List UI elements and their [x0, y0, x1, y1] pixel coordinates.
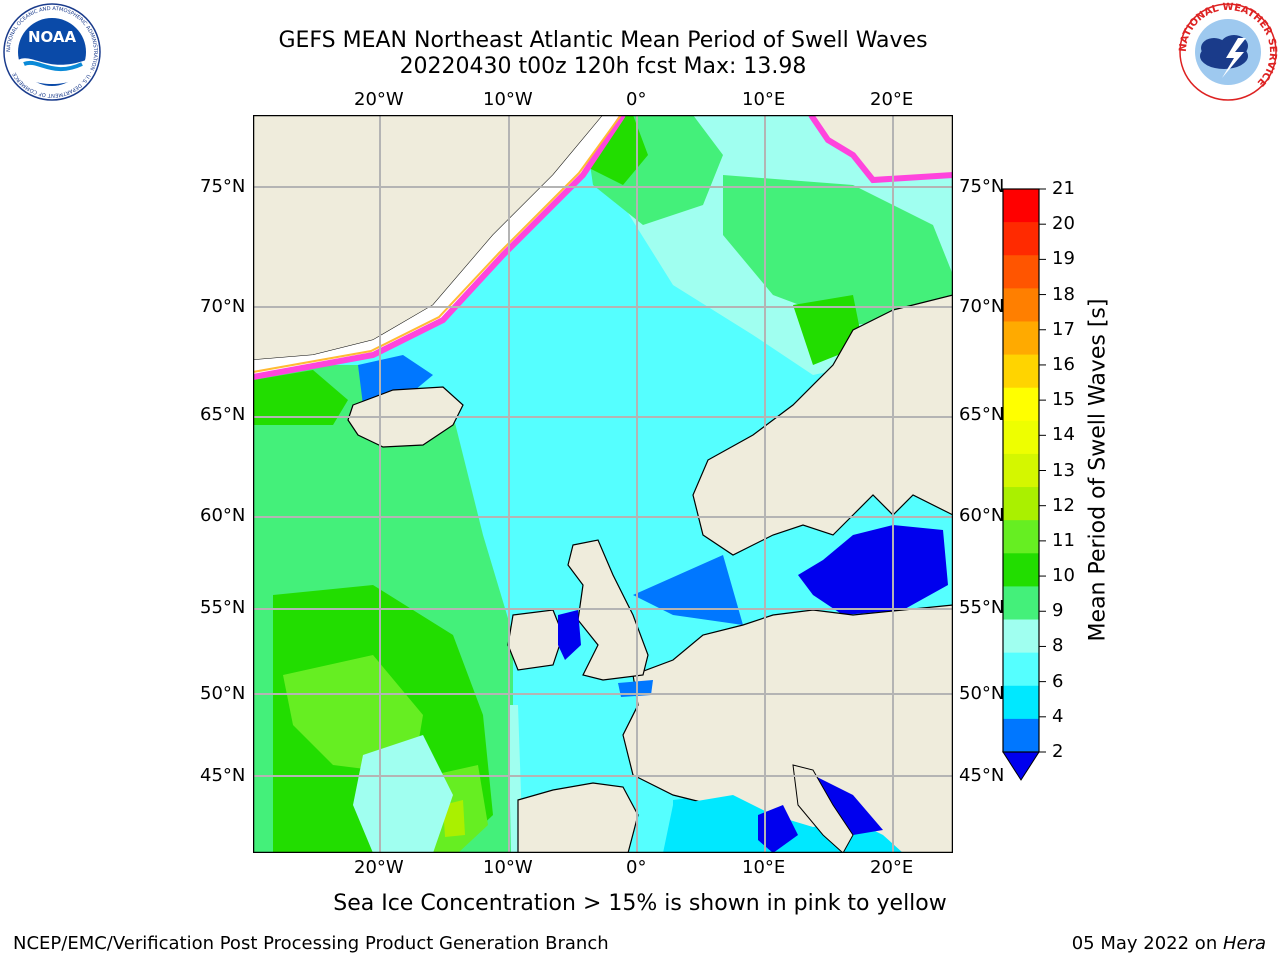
lon-label-top: 10°E [742, 89, 786, 110]
colorbar-tick-label: 19 [1052, 248, 1075, 270]
colorbar-tick-label: 21 [1052, 178, 1075, 199]
chart-title: GEFS MEAN Northeast Atlantic Mean Period… [278, 28, 928, 53]
colorbar-cell [1003, 520, 1039, 554]
colorbar-tick-label: 15 [1052, 389, 1075, 411]
irish-sea [558, 610, 581, 660]
colorbar-tick-label: 4 [1052, 705, 1064, 727]
english-channel [618, 680, 653, 697]
map-panel [253, 115, 953, 853]
lon-label-bottom: 0° [626, 857, 647, 878]
colorbar-tick-label: 18 [1052, 283, 1075, 305]
lon-label-bottom: 10°W [483, 857, 533, 878]
sea-ice-note: Sea Ice Concentration > 15% is shown in … [333, 891, 947, 916]
colorbar-tick-label: 12 [1052, 494, 1075, 516]
colorbar-tick-label: 9 [1052, 600, 1064, 622]
lon-label-top: 20°W [354, 89, 404, 110]
colorbar-cell [1003, 487, 1039, 521]
lon-label-bottom: 20°E [870, 857, 914, 878]
colorbar-cell [1003, 619, 1039, 654]
graticule [253, 115, 953, 853]
lon-label-top: 10°W [483, 89, 533, 110]
colorbar [1002, 188, 1046, 781]
footer-date: 05 May 2022 on Hera [1072, 933, 1266, 954]
colorbar-tick-label: 10 [1052, 565, 1075, 587]
footer-credit: NCEP/EMC/Verification Post Processing Pr… [13, 933, 609, 954]
colorbar-tick-label: 17 [1052, 318, 1075, 340]
colorbar-label: Mean Period of Swell Waves [s] [1085, 298, 1111, 642]
swell-9-10-region [723, 175, 953, 325]
scandinavia-land [692, 294, 953, 556]
sea-ice-edge [808, 115, 953, 184]
nws-logo: NATIONAL WEATHER SERVICE [1178, 2, 1278, 101]
colorbar-tick-label: 20 [1052, 213, 1075, 235]
colorbar-tick-label: 8 [1052, 635, 1064, 657]
colorbar-tick-label: 11 [1052, 529, 1075, 551]
lat-label-right: 65°N [959, 404, 1005, 425]
colorbar-tick-label: 2 [1052, 741, 1064, 762]
colorbar-cell [1003, 288, 1039, 322]
swell-11-12-region [283, 655, 423, 775]
lat-label-left: 75°N [200, 176, 246, 197]
chart-subtitle: 20220430 t00z 120h fcst Max: 13.98 [399, 54, 807, 79]
lat-label-left: 55°N [200, 597, 246, 618]
lat-label-left: 50°N [200, 683, 246, 704]
swell-2-4-region [358, 355, 433, 405]
lat-label-left: 45°N [200, 765, 246, 786]
lat-label-left: 60°N [200, 505, 246, 526]
footer-host: Hera [1222, 933, 1266, 954]
lat-label-right: 50°N [959, 683, 1005, 704]
lon-label-bottom: 20°W [354, 857, 404, 878]
colorbar-extend-arrow [1002, 751, 1040, 781]
europe-land [622, 604, 953, 853]
swell-9-10-region [253, 445, 443, 545]
lon-label-top: 20°E [870, 89, 914, 110]
lat-label-right: 75°N [959, 176, 1005, 197]
lat-label-left: 65°N [200, 404, 246, 425]
swell-10-11-region [253, 370, 348, 425]
colorbar-cell [1003, 255, 1039, 289]
swell-2-4-region [633, 555, 743, 625]
colorbar-cell [1003, 420, 1039, 455]
noaa-logo: NOAA NATIONAL OCEANIC AND ATMOSPHERIC AD… [3, 3, 101, 101]
colorbar-cell [1003, 354, 1039, 389]
sea-ice-mask [253, 115, 623, 377]
colorbar-cell [1003, 685, 1039, 720]
lat-label-right: 55°N [959, 597, 1005, 618]
lat-label-left: 70°N [200, 296, 246, 317]
lat-label-right: 45°N [959, 765, 1005, 786]
lat-label-right: 70°N [959, 296, 1005, 317]
colorbar-tick-label: 16 [1052, 353, 1075, 375]
colorbar-tick-label: 14 [1052, 424, 1075, 446]
sea-ice-edge [253, 115, 622, 373]
lat-label-right: 60°N [959, 505, 1005, 526]
colorbar-cell [1003, 222, 1039, 256]
colorbar-cell [1003, 652, 1039, 687]
ireland-land [507, 609, 564, 671]
colorbar-tick-label: 13 [1052, 459, 1075, 481]
colorbar-cell [1003, 453, 1039, 488]
colorbar-cell [1003, 586, 1039, 621]
swell-12-13-region [443, 800, 465, 837]
colorbar-cell [1003, 189, 1039, 223]
colorbar-cell [1003, 718, 1039, 753]
svg-text:NOAA: NOAA [28, 28, 77, 46]
tyrrhenian-sea [758, 805, 798, 853]
colorbar-cell [1003, 387, 1039, 422]
lon-label-top: 0° [626, 89, 647, 110]
colorbar-tick-label: 6 [1052, 670, 1064, 692]
map-frame [253, 115, 953, 853]
lon-label-bottom: 10°E [742, 857, 786, 878]
footer-date-text: 05 May 2022 on [1071, 933, 1223, 954]
swell-8-9-region [353, 735, 453, 853]
colorbar-cell [1003, 321, 1039, 356]
colorbar-cell [1003, 553, 1039, 587]
sea-ice-edge [253, 115, 626, 380]
baltic-sea [798, 525, 948, 615]
iberia-land [517, 782, 639, 853]
adriatic-sea [813, 775, 883, 835]
